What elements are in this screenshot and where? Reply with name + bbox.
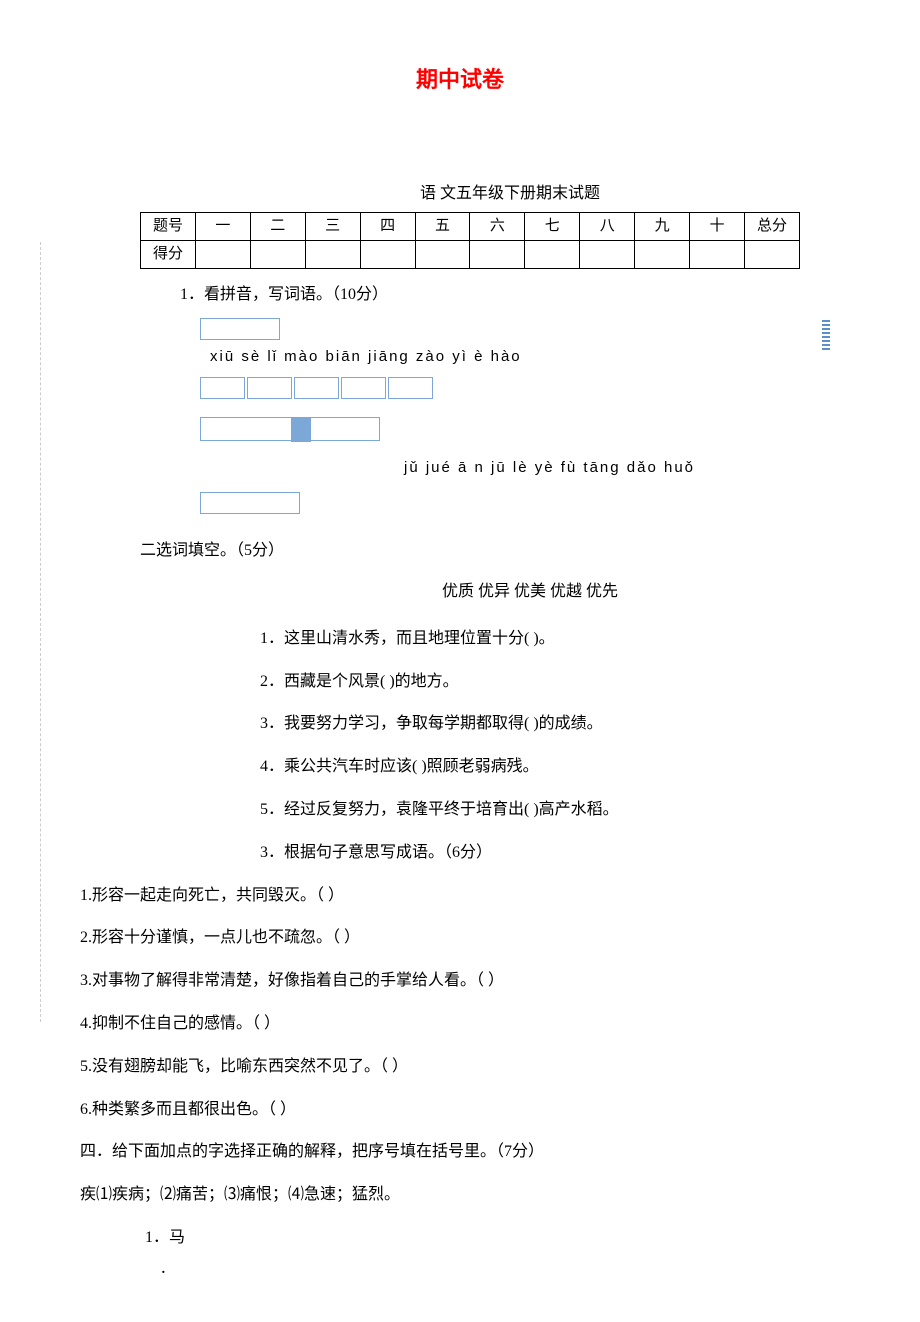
score-cell (305, 241, 360, 269)
pinyin-line-1: xiū sè lǐ mào biān jiāng zào yì è hào (210, 343, 800, 370)
score-cell (360, 241, 415, 269)
header-cell: 题号 (141, 213, 196, 241)
score-cell (250, 241, 305, 269)
score-table: 题号 一 二 三 四 五 六 七 八 九 十 总分 得分 (140, 212, 800, 269)
question-3-header: 3．根据句子意思写成语。（6分） (260, 839, 800, 868)
header-cell: 二 (250, 213, 305, 241)
header-cell: 五 (415, 213, 470, 241)
q2-item: 5．经过反复努力，袁隆平终于培育出( )高产水稻。 (260, 796, 800, 825)
question-2-header: 二选词填空。（5分） (140, 537, 800, 566)
score-label-cell: 得分 (141, 241, 196, 269)
answer-box-wide-row (200, 415, 800, 444)
score-cell (744, 241, 799, 269)
header-cell: 九 (635, 213, 690, 241)
q2-item: 4．乘公共汽车时应该( )照顾老弱病残。 (260, 753, 800, 782)
answer-box (200, 492, 300, 514)
q4-sub-item: 1．马 (145, 1224, 840, 1253)
score-cell (415, 241, 470, 269)
pinyin-row-2: jǔ jué ā n jū lè yè fù tāng dǎo huǒ (200, 454, 800, 483)
question-4-header: 四．给下面加点的字选择正确的解释，把序号填在括号里。（7分） (80, 1138, 840, 1167)
score-cell (470, 241, 525, 269)
q2-item: 1．这里山清水秀，而且地理位置十分( )。 (260, 625, 800, 654)
q3-item: 3.对事物了解得非常清楚，好像指着自己的手掌给人看。（ ） (80, 967, 840, 996)
score-cell (580, 241, 635, 269)
answer-box (247, 377, 292, 399)
q3-item: 4.抑制不住自己的感情。（ ） (80, 1010, 840, 1039)
q3-item: 1.形容一起走向死亡，共同毁灭。（ ） (80, 882, 840, 911)
binding-line (40, 242, 41, 1022)
answer-box-mid-row (200, 488, 800, 517)
table-row: 题号 一 二 三 四 五 六 七 八 九 十 总分 (141, 213, 800, 241)
q2-item: 3．我要努力学习，争取每学期都取得( )的成绩。 (260, 710, 800, 739)
question-1-header: 1．看拼音，写词语。（10分） (180, 281, 800, 310)
score-cell (525, 241, 580, 269)
score-cell (690, 241, 745, 269)
emphasis-dot: ． (160, 1257, 840, 1282)
header-cell: 六 (470, 213, 525, 241)
score-cell (635, 241, 690, 269)
score-cell (195, 241, 250, 269)
header-cell: 四 (360, 213, 415, 241)
answer-box (200, 377, 245, 399)
pinyin-line-2: jǔ jué ā n jū lè yè fù tāng dǎo huǒ (404, 459, 695, 476)
q3-item: 6.种类繁多而且都很出色。（ ） (80, 1096, 840, 1125)
q3-item: 2.形容十分谨慎，一点儿也不疏忽。（ ） (80, 924, 840, 953)
answer-box-wide (200, 417, 380, 441)
answer-box (294, 377, 339, 399)
answer-box (388, 377, 433, 399)
header-cell: 三 (305, 213, 360, 241)
blue-highlight (291, 418, 311, 442)
word-bank: 优质 优异 优美 优越 优先 (260, 578, 800, 607)
header-cell: 八 (580, 213, 635, 241)
content-wrapper: 语 文五年级下册期末试题 题号 一 二 三 四 五 六 七 八 九 十 总分 得… (140, 180, 800, 868)
pinyin-section: xiū sè lǐ mào biān jiāng zào yì è hào jǔ… (200, 314, 800, 517)
header-cell: 一 (195, 213, 250, 241)
answer-box (200, 318, 280, 340)
header-cell: 七 (525, 213, 580, 241)
answer-box-row (200, 374, 800, 403)
table-row: 得分 (141, 241, 800, 269)
right-margin-stripe (822, 320, 830, 350)
subtitle: 语 文五年级下册期末试题 (260, 180, 760, 209)
header-cell: 十 (690, 213, 745, 241)
answer-box (341, 377, 386, 399)
header-cell: 总分 (744, 213, 799, 241)
q3-item: 5.没有翅膀却能飞，比喻东西突然不见了。（ ） (80, 1053, 840, 1082)
page-title: 期中试卷 (80, 60, 840, 100)
q2-item: 2．西藏是个风景( )的地方。 (260, 668, 800, 697)
q4-definition: 疾⑴疾病；⑵痛苦；⑶痛恨；⑷急速；猛烈。 (80, 1181, 840, 1210)
